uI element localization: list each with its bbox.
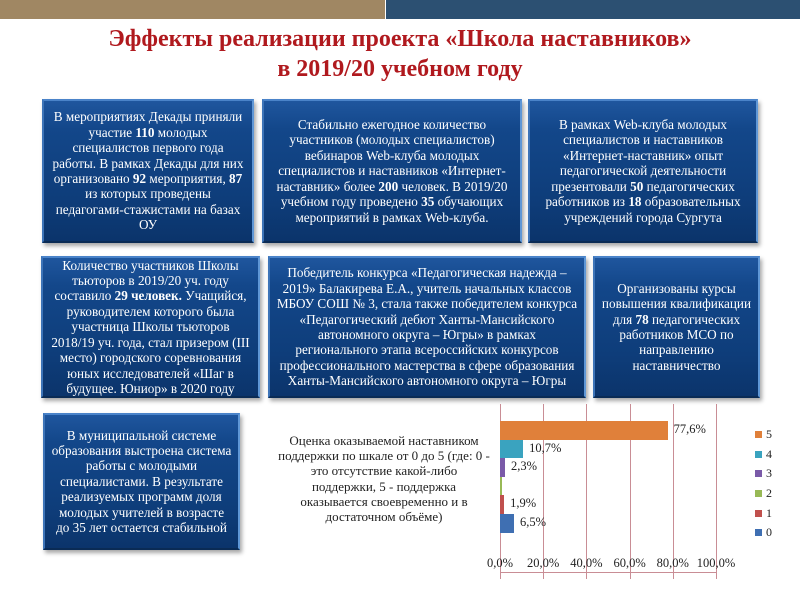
chart-tick bbox=[716, 574, 717, 579]
legend-swatch-icon bbox=[755, 450, 762, 458]
chart-bar-2 bbox=[500, 476, 502, 496]
chart-x-tick-label: 0,0% bbox=[486, 556, 514, 570]
page-title-line1: Эффекты реализации проекта «Школа настав… bbox=[108, 26, 692, 52]
chart-tick bbox=[500, 574, 501, 579]
chart-bar-label-1: 1,9% bbox=[510, 496, 537, 511]
legend-item-3: 3 bbox=[755, 464, 772, 484]
chart-gridline bbox=[543, 404, 545, 574]
chart-bar-3 bbox=[500, 458, 505, 477]
info-card-text: Организованы курсы повышения квалификаци… bbox=[601, 280, 752, 373]
info-card-text: Количество участников Школы тьюторов в 2… bbox=[51, 257, 250, 396]
legend-label: 1 bbox=[766, 505, 772, 520]
info-card-text: В мероприятиях Декады приняли участие 11… bbox=[52, 109, 244, 233]
chart-gridline bbox=[716, 404, 717, 574]
chart-tick bbox=[629, 574, 631, 579]
page-title: Эффекты реализации проекта «Школа настав… bbox=[0, 24, 800, 84]
chart-legend: 5 4 3 2 1 0 bbox=[755, 425, 772, 543]
chart-baseline bbox=[500, 572, 716, 573]
legend-label: 0 bbox=[766, 525, 772, 540]
legend-label: 5 bbox=[766, 427, 772, 442]
chart-bar-label-4: 10,7% bbox=[529, 440, 562, 455]
legend-label: 3 bbox=[766, 466, 772, 481]
legend-swatch-icon bbox=[755, 529, 762, 537]
legend-item-5: 5 bbox=[755, 425, 772, 445]
legend-swatch-icon bbox=[755, 490, 762, 498]
decorative-bar-right bbox=[386, 0, 800, 19]
chart-bar-label-5: 77,6% bbox=[673, 422, 706, 436]
legend-swatch-icon bbox=[755, 470, 762, 478]
legend-item-2: 2 bbox=[755, 484, 772, 504]
info-card-qualification-courses: Организованы курсы повышения квалификаци… bbox=[593, 256, 760, 398]
decorative-bar-left bbox=[0, 0, 385, 19]
chart-bar-0 bbox=[500, 514, 515, 533]
chart-bar-label-0: 6,5% bbox=[520, 515, 547, 529]
info-card-competition-winner: Победитель конкурса «Педагогическая наде… bbox=[268, 256, 586, 398]
chart-x-tick-label: 100,0% bbox=[696, 556, 736, 570]
legend-item-0: 0 bbox=[755, 523, 772, 543]
chart-tick bbox=[672, 574, 674, 579]
legend-item-1: 1 bbox=[755, 503, 772, 523]
support-rating-chart: 77,6% 10,7% 2,3% 1,9% 6,5% bbox=[490, 400, 800, 600]
chart-bar-1 bbox=[500, 495, 505, 514]
legend-label: 4 bbox=[766, 446, 772, 461]
legend-item-4: 4 bbox=[755, 445, 772, 465]
chart-x-tick-label: 60,0% bbox=[613, 556, 646, 570]
info-card-tutor-school: Количество участников Школы тьюторов в 2… bbox=[41, 256, 260, 398]
chart-description: Оценка оказываемой наставником поддержки… bbox=[278, 433, 490, 525]
chart-gridline bbox=[586, 404, 588, 574]
chart-plot-area: 77,6% 10,7% 2,3% 1,9% 6,5% bbox=[500, 404, 717, 579]
chart-bar-4 bbox=[500, 439, 524, 459]
chart-gridline bbox=[629, 404, 631, 574]
chart-tick bbox=[543, 574, 545, 579]
chart-tick bbox=[586, 574, 588, 579]
info-card-text: Победитель конкурса «Педагогическая наде… bbox=[276, 265, 578, 389]
info-card-decade-participants: В мероприятиях Декады приняли участие 11… bbox=[42, 99, 254, 243]
page-title-line2: в 2019/20 учебном году bbox=[277, 56, 523, 82]
chart-x-tick-label: 40,0% bbox=[570, 556, 603, 570]
chart-x-tick-label: 80,0% bbox=[656, 556, 689, 570]
chart-bar-label-3: 2,3% bbox=[510, 459, 537, 474]
legend-label: 2 bbox=[766, 486, 772, 501]
info-card-text: В рамках Web-клуба молодых специалистов … bbox=[545, 117, 741, 225]
chart-bar-5 bbox=[500, 421, 668, 440]
info-card-webclub-presenters: В рамках Web-клуба молодых специалистов … bbox=[528, 99, 758, 243]
info-card-webinar-participants: Стабильно ежегодное количество участнико… bbox=[262, 99, 522, 243]
info-card-text: Стабильно ежегодное количество участнико… bbox=[276, 117, 508, 225]
legend-swatch-icon bbox=[755, 431, 762, 439]
legend-swatch-icon bbox=[755, 509, 762, 517]
info-card-text: В муниципальной системе образования выст… bbox=[51, 427, 232, 536]
chart-x-tick-label: 20,0% bbox=[527, 556, 560, 570]
chart-gridline bbox=[672, 404, 674, 574]
info-card-young-teachers-share: В муниципальной системе образования выст… bbox=[43, 413, 240, 550]
